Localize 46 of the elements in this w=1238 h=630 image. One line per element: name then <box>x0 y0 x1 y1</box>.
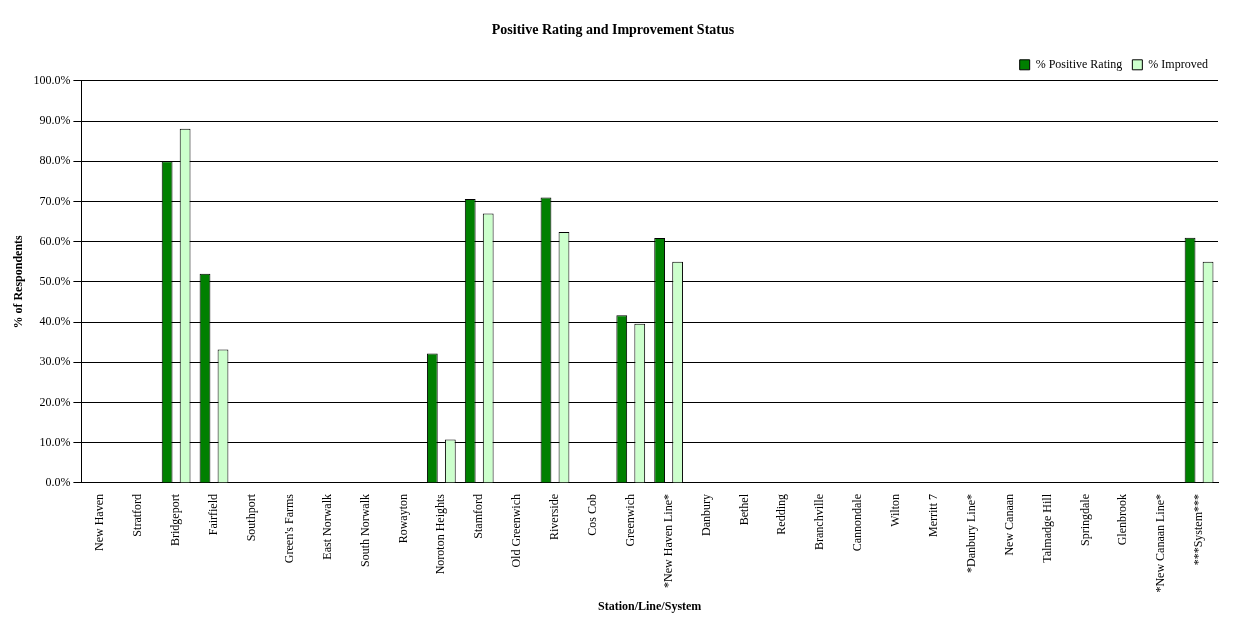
chart-title: Positive Rating and Improvement Status <box>491 22 735 38</box>
x-tick-label: Merritt 7 <box>926 493 941 537</box>
x-tick-label: Riverside <box>547 493 562 540</box>
x-tick-label: Cannondale <box>850 493 865 552</box>
x-tick-label: Springdale <box>1077 493 1092 546</box>
y-tick-label: 90.0% <box>39 113 71 128</box>
x-tick-label: Cos Cob <box>585 493 600 536</box>
x-tick-label: Wilton <box>888 493 903 527</box>
x-tick-label: Rowayton <box>395 493 410 544</box>
x-tick-label: Old Greenwich <box>509 493 524 568</box>
y-tick-label: 10.0% <box>39 434 71 449</box>
x-tick-label: Branchville <box>812 493 827 550</box>
legend-label: % Improved <box>1148 56 1209 71</box>
x-tick-label: ***System*** <box>1191 493 1206 566</box>
y-tick-label: 40.0% <box>39 314 71 329</box>
y-tick-label: 20.0% <box>39 394 71 409</box>
x-tick-label: Stamford <box>471 493 486 539</box>
x-tick-label: Greenwich <box>622 493 637 547</box>
x-tick-label: New Haven <box>92 493 107 551</box>
x-tick-label: Bridgeport <box>168 493 183 546</box>
y-axis-title: % of Respondents <box>11 234 26 329</box>
y-tick-label: 80.0% <box>39 153 71 168</box>
y-tick-label: 60.0% <box>39 233 71 248</box>
x-tick-label: *New Haven Line* <box>660 493 675 588</box>
y-tick-label: 70.0% <box>39 193 71 208</box>
x-tick-label: East Norwalk <box>319 493 334 560</box>
x-tick-label: Danbury <box>698 493 713 536</box>
x-tick-label: Green's Farms <box>281 493 296 564</box>
x-tick-label: Talmadge Hill <box>1039 493 1054 563</box>
x-tick-label: Redding <box>774 493 789 535</box>
x-tick-label: *Danbury Line* <box>963 493 978 573</box>
y-tick-label: 0.0% <box>45 475 71 490</box>
x-tick-label: Bethel <box>736 493 751 526</box>
x-tick-label: *New Canaan Line* <box>1153 493 1168 593</box>
x-tick-label: Southport <box>244 493 259 542</box>
x-tick-label: South Norwalk <box>357 493 372 567</box>
x-tick-label: Stratford <box>130 493 145 537</box>
x-tick-label: Fairfield <box>206 493 221 536</box>
y-tick-label: 100.0% <box>33 72 71 87</box>
x-tick-label: New Canaan <box>1001 493 1016 556</box>
x-tick-label: Glenbrook <box>1115 493 1130 546</box>
x-axis-title: Station/Line/System <box>598 598 702 613</box>
y-tick-label: 30.0% <box>39 354 71 369</box>
x-tick-label: Noroton Heights <box>433 493 448 575</box>
legend-label: % Positive Rating <box>1035 56 1123 71</box>
y-tick-label: 50.0% <box>39 274 71 289</box>
